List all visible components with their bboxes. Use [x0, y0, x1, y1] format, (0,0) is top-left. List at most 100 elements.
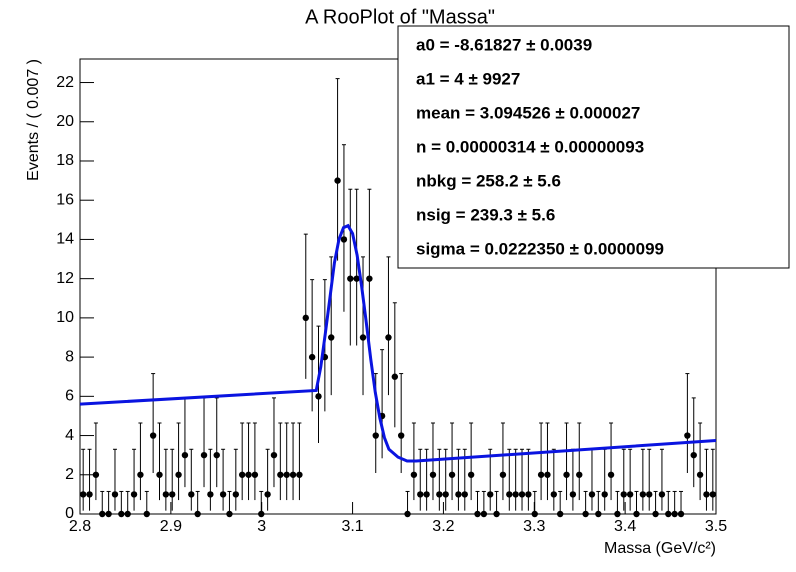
- data-point: [652, 510, 659, 518]
- data-point: [334, 177, 341, 184]
- data-point: [512, 491, 519, 498]
- data-point: [677, 510, 685, 518]
- data-point: [703, 491, 710, 498]
- data-point: [480, 510, 488, 518]
- data-point: [525, 491, 532, 498]
- y-tick-label: 6: [65, 388, 74, 405]
- data-point: [296, 471, 303, 478]
- data-point: [487, 491, 494, 498]
- stats-line: a0 = -8.61827 ± 0.0039: [416, 35, 592, 54]
- data-point: [506, 491, 513, 498]
- x-tick-label: 3.1: [341, 518, 363, 535]
- data-point: [397, 432, 405, 439]
- data-point: [595, 510, 602, 518]
- data-point: [226, 510, 233, 518]
- data-point: [130, 491, 138, 498]
- fit-curve: [79, 223, 717, 463]
- data-point: [359, 334, 367, 341]
- data-point: [86, 491, 93, 498]
- data-point: [429, 471, 437, 478]
- stats-line: n = 0.00000314 ± 0.00000093: [416, 137, 644, 156]
- data-point: [556, 510, 564, 518]
- stats-line: mean = 3.094526 ± 0.000027: [416, 103, 640, 122]
- data-point: [143, 510, 150, 518]
- data-point: [111, 491, 119, 498]
- data-point: [576, 471, 583, 478]
- data-point: [270, 451, 278, 459]
- data-point: [696, 471, 704, 478]
- data-point: [646, 491, 653, 498]
- data-point: [607, 471, 615, 478]
- data-point: [690, 451, 697, 459]
- data-point: [289, 471, 297, 478]
- data-point: [684, 432, 691, 439]
- data-point: [391, 373, 399, 380]
- x-tick-label: 3.3: [523, 518, 545, 535]
- data-point: [156, 471, 163, 478]
- data-point: [639, 491, 647, 498]
- data-point: [277, 471, 284, 478]
- data-point: [366, 275, 373, 282]
- y-tick-label: 14: [56, 231, 74, 248]
- y-tick-label: 22: [56, 74, 74, 91]
- data-point: [436, 491, 443, 498]
- data-point: [302, 314, 309, 322]
- data-point: [92, 471, 100, 478]
- data-point: [315, 393, 322, 400]
- data-point: [442, 491, 449, 498]
- data-point: [417, 491, 424, 498]
- data-point: [531, 510, 538, 518]
- data-point: [474, 510, 481, 518]
- data-point: [258, 510, 265, 518]
- data-point: [544, 471, 551, 478]
- data-point: [264, 491, 271, 498]
- data-point: [518, 491, 526, 498]
- data-point: [181, 451, 189, 459]
- stats-line: sigma = 0.0222350 ± 0.0000099: [416, 239, 664, 258]
- y-tick-label: 2: [65, 466, 74, 483]
- chart-title: A RooPlot of "Massa": [305, 6, 495, 28]
- data-point: [658, 491, 666, 498]
- data-point: [671, 510, 678, 518]
- x-tick-label: 3.2: [432, 518, 454, 535]
- data-point: [582, 510, 589, 518]
- data-point: [169, 491, 176, 498]
- x-tick-label: 3.5: [705, 518, 727, 535]
- data-point: [283, 471, 290, 478]
- data-point: [614, 510, 621, 518]
- x-tick-label: 3.4: [614, 518, 636, 535]
- data-point: [620, 491, 627, 498]
- data-point: [601, 491, 608, 498]
- data-point: [404, 510, 411, 518]
- data-point: [550, 491, 558, 498]
- data-point: [162, 491, 170, 498]
- data-point: [709, 491, 717, 498]
- data-point: [137, 471, 144, 478]
- data-point: [149, 432, 157, 439]
- data-point: [340, 236, 348, 243]
- y-tick-label: 18: [56, 152, 74, 169]
- data-point: [455, 491, 462, 498]
- data-point: [124, 510, 131, 518]
- data-point: [563, 471, 570, 478]
- data-point: [423, 491, 430, 498]
- data-point: [308, 353, 316, 361]
- x-axis-label: Massa (GeV/c²): [604, 540, 716, 557]
- data-point: [448, 471, 456, 478]
- data-point: [410, 471, 418, 478]
- y-tick-label: 8: [65, 348, 74, 365]
- data-point: [665, 510, 672, 518]
- y-tick-label: 0: [65, 505, 74, 522]
- data-point: [219, 491, 227, 498]
- data-point: [238, 471, 246, 478]
- data-point: [175, 471, 182, 478]
- stats-line: a1 = 4 ± 9927: [416, 69, 520, 88]
- y-tick-label: 16: [56, 191, 74, 208]
- data-point: [353, 275, 360, 282]
- stats-box: [397, 25, 790, 269]
- data-point: [461, 491, 468, 498]
- data-point: [347, 275, 354, 282]
- data-point: [194, 510, 201, 518]
- data-point: [105, 510, 112, 518]
